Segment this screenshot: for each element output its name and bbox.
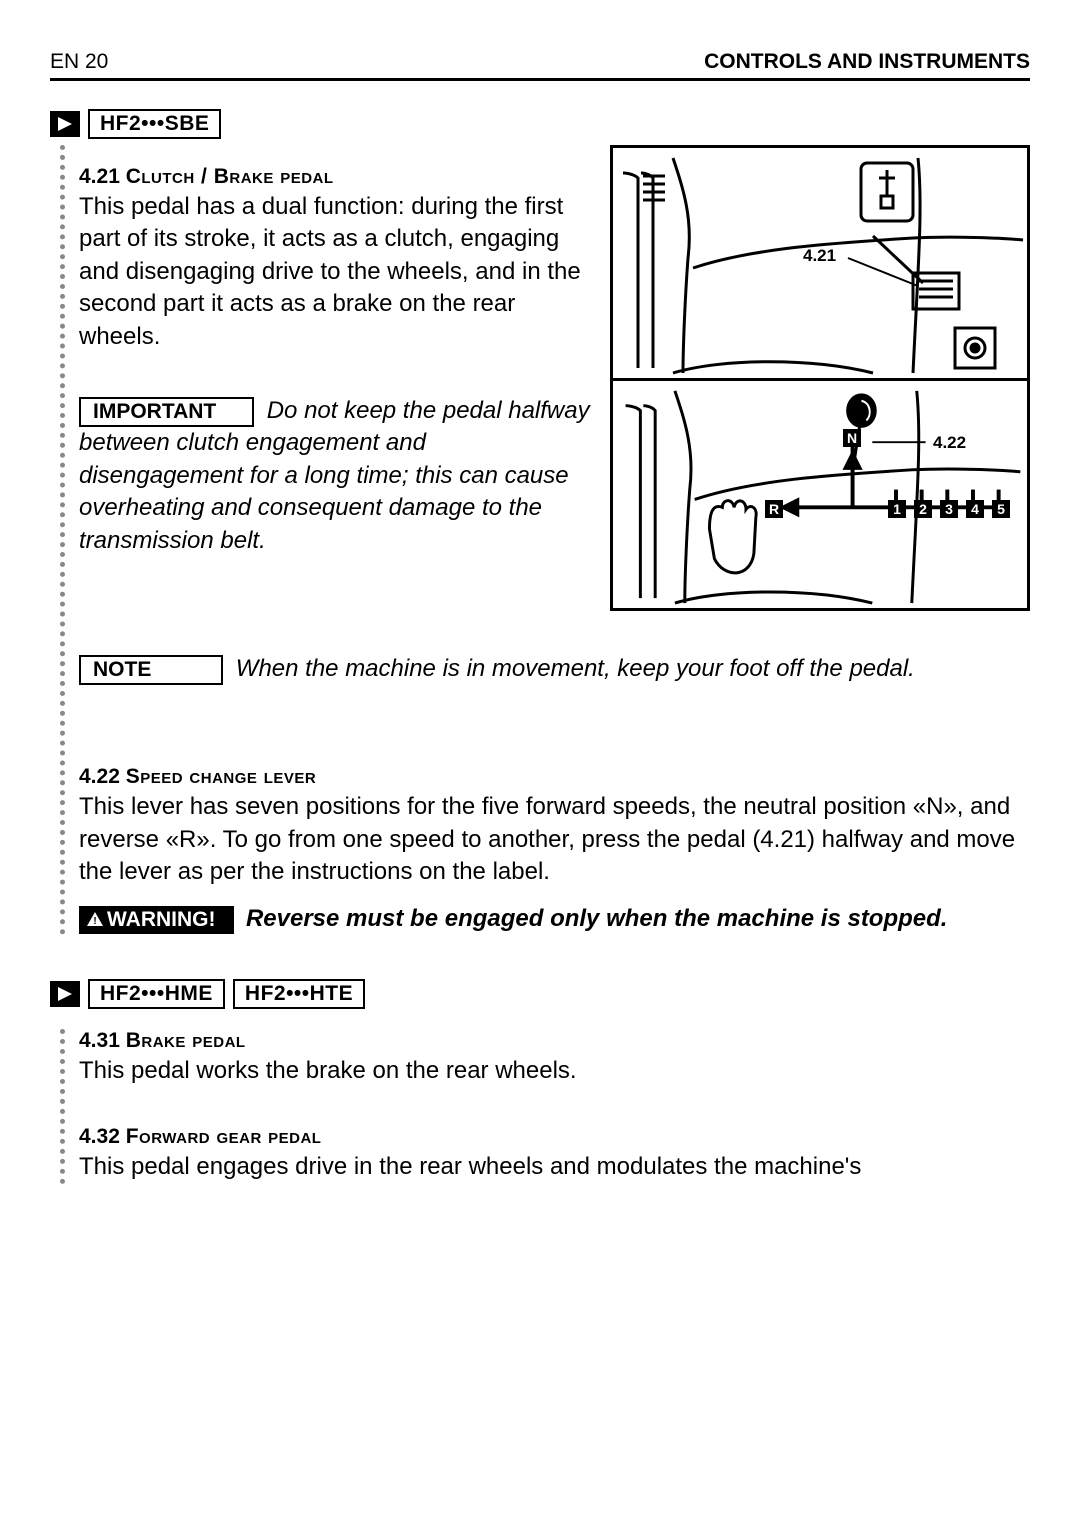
gear-r: R (765, 500, 783, 518)
figure-label-421: 4.21 (803, 246, 836, 266)
gear-2: 2 (914, 500, 932, 518)
body-4-31: This pedal works the brake on the rear w… (79, 1055, 1030, 1087)
heading-num: 4.21 (79, 165, 120, 188)
heading-title: Brake pedal (126, 1029, 246, 1052)
heading-4-21: 4.21 Clutch / Brake pedal (79, 165, 592, 189)
note-label: NOTE (79, 655, 223, 685)
gear-1: 1 (888, 500, 906, 518)
model-badge-hme: HF2•••HME (88, 979, 225, 1009)
heading-4-31: 4.31 Brake pedal (79, 1029, 1030, 1053)
warning-label-text: WARNING! (107, 908, 216, 931)
arrow-icon (50, 981, 80, 1007)
figure-pedal-lever: 4.21 (610, 145, 1030, 611)
figure-label-422: 4.22 (933, 433, 966, 453)
model-row-hme-hte: HF2•••HME HF2•••HTE (50, 979, 1030, 1009)
heading-num: 4.32 (79, 1125, 120, 1148)
warning-icon: ! (87, 908, 103, 932)
header-page-num: EN 20 (50, 50, 108, 74)
page-header: EN 20 CONTROLS AND INSTRUMENTS (50, 50, 1030, 81)
heading-4-32: 4.32 Forward gear pedal (79, 1125, 1030, 1149)
warning-body: Reverse must be engaged only when the ma… (246, 905, 948, 932)
model-badge-hte: HF2•••HTE (233, 979, 365, 1009)
model-badge-sbe: HF2•••SBE (88, 109, 221, 139)
arrow-icon (50, 111, 80, 137)
gear-n: N (843, 429, 861, 447)
gear-4: 4 (966, 500, 984, 518)
body-4-22: This lever has seven positions for the f… (79, 791, 1030, 888)
warning-label: ! WARNING! (79, 906, 234, 934)
body-4-32: This pedal engages drive in the rear whe… (79, 1151, 1030, 1183)
section-hme-hte: 4.31 Brake pedal This pedal works the br… (60, 1029, 1030, 1184)
figure-bottom-panel: 4.22 N R 1 2 3 4 5 (613, 378, 1027, 608)
figure-top-panel: 4.21 (613, 148, 1027, 378)
heading-title: Forward gear pedal (126, 1125, 322, 1148)
heading-title: Clutch / Brake pedal (126, 165, 334, 188)
heading-num: 4.22 (79, 765, 120, 788)
model-row-sbe: HF2•••SBE (50, 109, 1030, 139)
heading-4-22: 4.22 Speed change lever (79, 765, 1030, 789)
important-label: IMPORTANT (79, 397, 254, 427)
section-sbe: 4.21 Clutch / Brake pedal This pedal has… (60, 145, 1030, 935)
heading-num: 4.31 (79, 1029, 120, 1052)
heading-title: Speed change lever (126, 765, 317, 788)
body-4-21: This pedal has a dual function: during t… (79, 191, 592, 353)
gear-3: 3 (940, 500, 958, 518)
gear-5: 5 (992, 500, 1010, 518)
note-body: When the machine is in movement, keep yo… (236, 655, 915, 682)
svg-text:!: ! (93, 916, 96, 926)
header-section-title: CONTROLS AND INSTRUMENTS (704, 50, 1030, 74)
